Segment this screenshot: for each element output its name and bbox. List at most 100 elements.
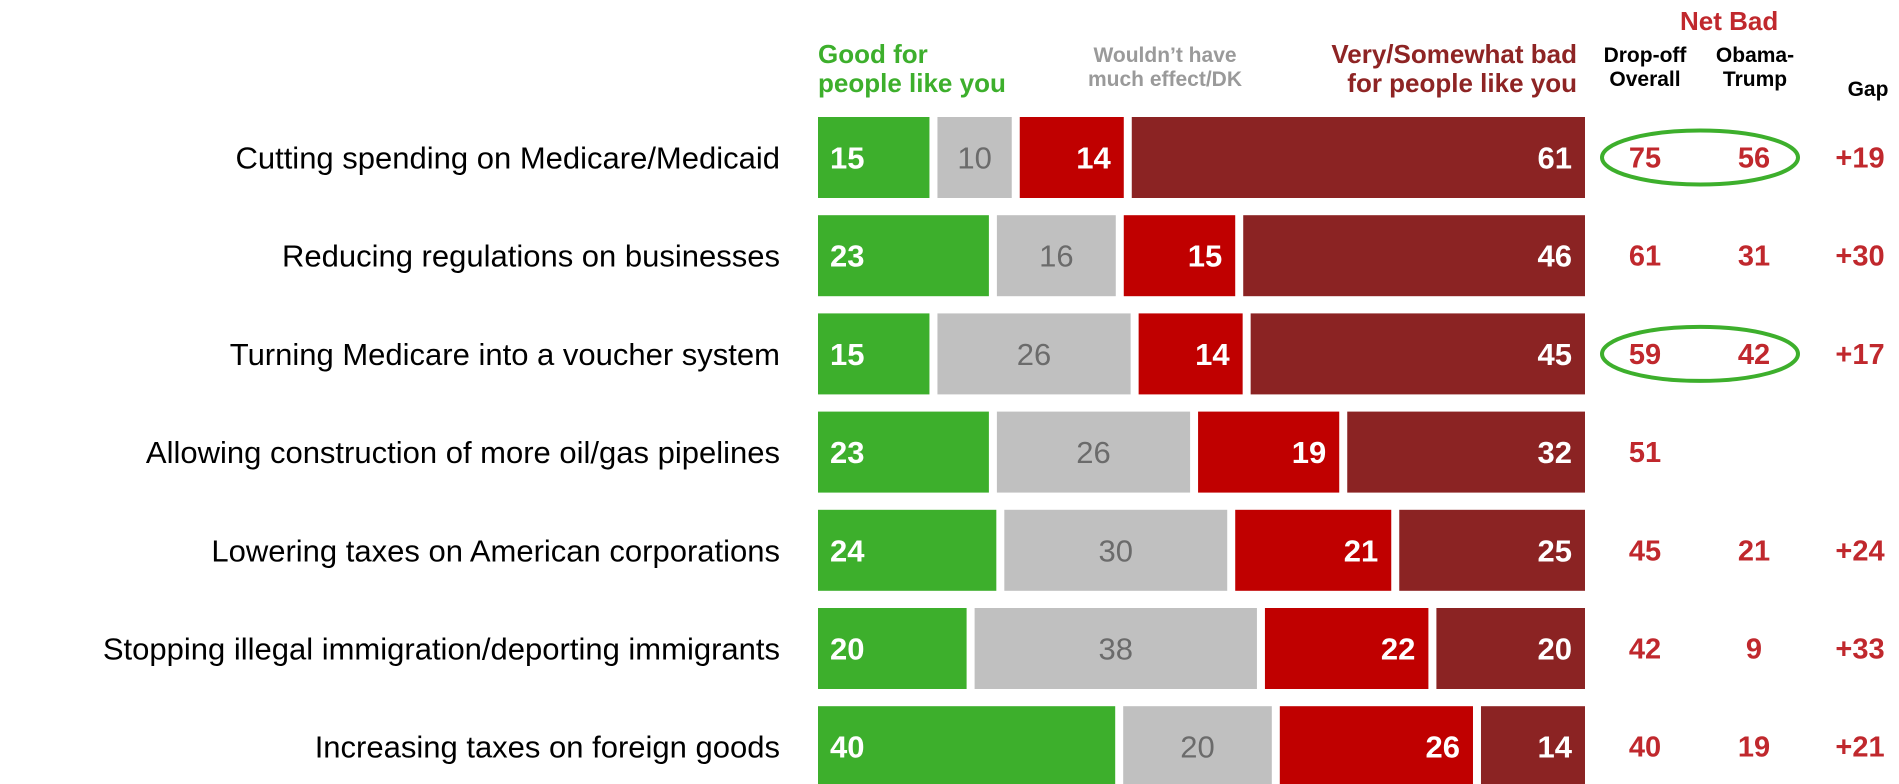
net-bad-obama-trump-value: 31	[1738, 241, 1770, 273]
data-label: 26	[1017, 337, 1051, 372]
highlight-circle	[1600, 128, 1800, 187]
hdr-neutral-line2: much effect/DK	[1087, 67, 1243, 91]
data-label: 45	[1538, 337, 1572, 372]
data-label: 15	[1188, 239, 1222, 274]
data-label: 22	[1381, 632, 1415, 667]
data-label: 20	[1538, 632, 1572, 667]
category-label: Cutting spending on Medicare/Medicaid	[235, 141, 780, 176]
data-label: 14	[1076, 141, 1111, 176]
bar-segment	[818, 313, 930, 395]
bar-segment	[937, 313, 1131, 395]
data-label: 15	[830, 337, 864, 372]
data-label: 23	[830, 435, 864, 470]
data-label: 61	[1538, 141, 1572, 176]
hdr-good-line2: people like you	[818, 68, 1006, 99]
bar-segment	[1250, 313, 1585, 395]
bar-segment	[974, 608, 1257, 689]
data-label: 14	[1538, 730, 1573, 765]
data-label: 14	[1195, 337, 1230, 372]
net-bad-dropoff-value: 42	[1629, 634, 1661, 666]
bar-segment	[1347, 411, 1585, 493]
category-label: Turning Medicare into a voucher system	[230, 337, 780, 372]
data-label: 21	[1344, 533, 1378, 568]
bar-segment	[1123, 215, 1236, 297]
bar-segment	[818, 411, 989, 493]
highlight-circle	[1600, 324, 1800, 383]
data-label: 24	[830, 533, 865, 568]
bar-segment	[1123, 706, 1272, 784]
category-label: Stopping illegal immigration/deporting i…	[103, 632, 780, 667]
data-label: 46	[1538, 239, 1572, 274]
bar-segment	[818, 608, 967, 689]
header-neutral: Wouldn’t have much effect/DK	[1065, 44, 1265, 91]
bar-segment	[818, 509, 997, 591]
bar-segment	[818, 706, 1116, 784]
bar-segment	[1243, 215, 1585, 297]
hdr-obama-line1: Obama-	[1715, 44, 1795, 67]
bar-segment	[1264, 608, 1429, 689]
bar-segment	[1399, 509, 1585, 591]
net-bad-gap-value: +30	[1835, 241, 1884, 273]
bar-segment	[1235, 509, 1392, 591]
bar-segment	[1138, 313, 1243, 395]
net-bad-obama-trump-value: 9	[1746, 634, 1762, 666]
bar-segment	[1004, 509, 1228, 591]
data-label: 25	[1538, 533, 1572, 568]
bar-segment	[818, 117, 930, 198]
net-bad-dropoff-value: 75	[1629, 143, 1661, 175]
data-label: 16	[1039, 239, 1073, 274]
data-label: 20	[830, 632, 864, 667]
category-label: Increasing taxes on foreign goods	[315, 730, 780, 765]
net-bad-obama-trump-value: 42	[1738, 339, 1770, 371]
bar-segment	[1480, 706, 1585, 784]
header-gap: Gap	[1847, 78, 1889, 101]
header-obama-trump: Obama- Trump	[1700, 44, 1810, 91]
net-bad-dropoff-value: 45	[1629, 535, 1661, 567]
net-bad-obama-trump-value: 56	[1738, 143, 1770, 175]
data-label: 10	[957, 141, 991, 176]
net-bad-dropoff-value: 40	[1629, 732, 1661, 764]
hdr-dropoff-line2: Overall	[1609, 67, 1681, 91]
hdr-dropoff-line1: Drop-off	[1603, 44, 1687, 67]
bar-segment	[1279, 706, 1473, 784]
data-label: 15	[830, 141, 864, 176]
net-bad-dropoff-value: 51	[1629, 437, 1661, 469]
bar-segment	[1198, 411, 1340, 493]
bar-segment	[1019, 117, 1124, 198]
net-bad-obama-trump-value: 19	[1738, 732, 1770, 764]
header-bad: Very/Somewhat bad for people like you	[1240, 39, 1577, 99]
hdr-neutral-line1: Wouldn’t have	[1093, 44, 1237, 67]
data-label: 30	[1099, 533, 1133, 568]
data-label: 32	[1538, 435, 1572, 470]
bar-segment	[1436, 608, 1585, 689]
bar-segment	[1131, 117, 1585, 198]
data-label: 26	[1425, 730, 1459, 765]
bar-segment	[818, 215, 989, 297]
net-bad-gap-value: +19	[1835, 143, 1884, 175]
hdr-good-line1: Good for	[818, 39, 928, 69]
net-bad-gap-value: +21	[1835, 732, 1884, 764]
category-label: Lowering taxes on American corporations	[211, 533, 780, 568]
header-dropoff-overall: Drop-off Overall	[1590, 44, 1700, 91]
bar-segment	[996, 215, 1116, 297]
bar-segment	[996, 411, 1191, 493]
bar-segment	[937, 117, 1012, 198]
category-label: Allowing construction of more oil/gas pi…	[146, 435, 780, 470]
net-bad-obama-trump-value: 21	[1738, 535, 1770, 567]
data-label: 26	[1076, 435, 1110, 470]
net-bad-gap-value: +17	[1835, 339, 1884, 371]
hdr-obama-line2: Trump	[1722, 67, 1788, 91]
header-net-bad: Net Bad	[1680, 6, 1779, 36]
data-label: 23	[830, 239, 864, 274]
data-label: 20	[1180, 730, 1214, 765]
net-bad-gap-value: +33	[1835, 634, 1884, 666]
hdr-bad-line2: for people like you	[1347, 68, 1577, 99]
header-good: Good for people like you	[818, 39, 1006, 99]
data-label: 38	[1099, 632, 1133, 667]
hdr-bad-line1: Very/Somewhat bad	[1331, 39, 1577, 69]
data-label: 19	[1292, 435, 1326, 470]
net-bad-gap-value: +24	[1835, 535, 1884, 567]
net-bad-dropoff-value: 61	[1629, 241, 1661, 273]
category-label: Reducing regulations on businesses	[282, 239, 780, 274]
